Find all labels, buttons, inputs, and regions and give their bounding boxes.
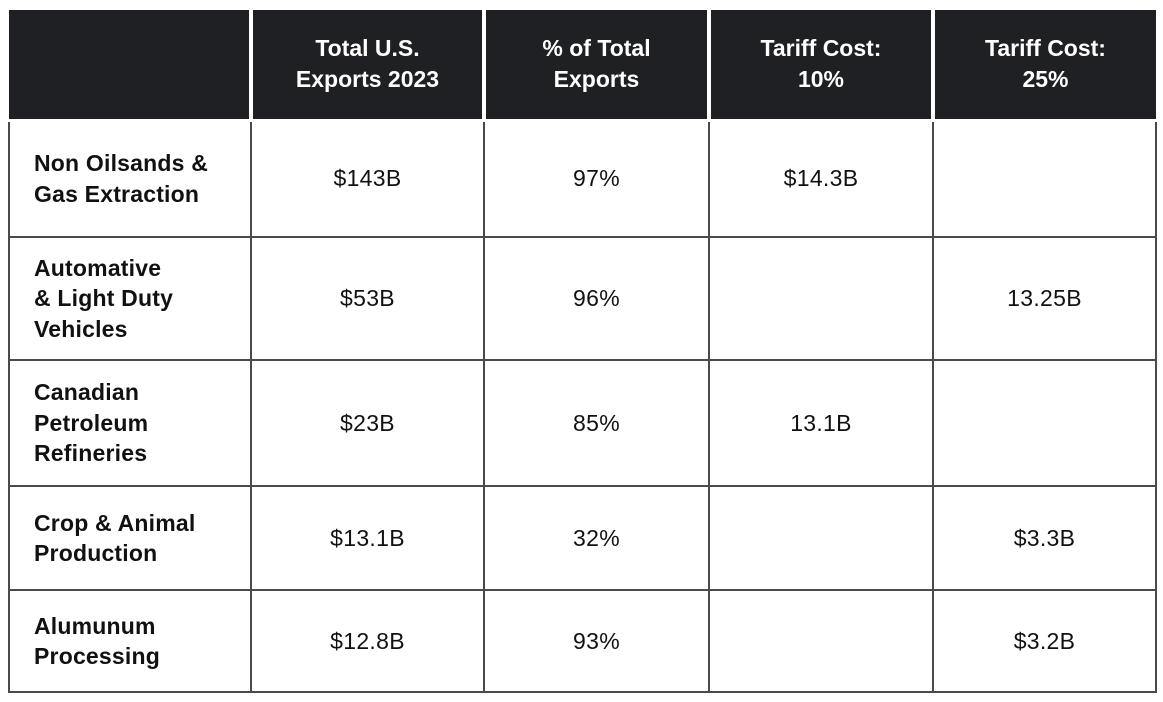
cell-value: 96% [483,236,710,361]
table-row: Non Oilsands & Gas Extraction $143B 97% … [8,119,1157,238]
cell-value: 32% [483,485,710,591]
column-header-category [9,10,251,122]
header-row: Total U.S. Exports 2023 % of Total Expor… [9,10,1156,122]
cell-value: 85% [483,359,710,487]
cell-value: 13.1B [708,359,934,487]
cell-value: 93% [483,589,710,693]
cell-value [708,485,934,591]
row-label-non-oilsands: Non Oilsands & Gas Extraction [8,119,252,238]
cell-value [932,359,1157,487]
cell-value: $3.2B [932,589,1157,693]
cell-value: 97% [483,119,710,238]
column-header-tariff-25: Tariff Cost: 25% [931,10,1156,122]
table-row: Alumunum Processing $12.8B 93% $3.2B [8,589,1157,693]
cell-value [708,236,934,361]
row-label-petroleum: Canadian Petroleum Refineries [8,359,252,487]
row-label-aluminum: Alumunum Processing [8,589,252,693]
row-label-crop-animal: Crop & Animal Production [8,485,252,591]
cell-value: 13.25B [932,236,1157,361]
cell-value [708,589,934,693]
cell-value: $143B [250,119,485,238]
row-label-automotive: Automative & Light Duty Vehicles [8,236,252,361]
cell-value: $14.3B [708,119,934,238]
tariff-table-container: Total U.S. Exports 2023 % of Total Expor… [8,10,1157,693]
tariff-cost-table: Total U.S. Exports 2023 % of Total Expor… [8,10,1157,693]
table-row: Crop & Animal Production $13.1B 32% $3.3… [8,485,1157,591]
column-header-pct-exports: % of Total Exports [482,10,709,122]
cell-value: $53B [250,236,485,361]
table-row: Automative & Light Duty Vehicles $53B 96… [8,236,1157,361]
cell-value: $3.3B [932,485,1157,591]
cell-value [932,119,1157,238]
cell-value: $23B [250,359,485,487]
cell-value: $12.8B [250,589,485,693]
column-header-tariff-10: Tariff Cost: 10% [707,10,933,122]
table-row: Canadian Petroleum Refineries $23B 85% 1… [8,359,1157,487]
column-header-total-exports: Total U.S. Exports 2023 [249,10,484,122]
table-header: Total U.S. Exports 2023 % of Total Expor… [9,10,1156,122]
cell-value: $13.1B [250,485,485,591]
table-body: Non Oilsands & Gas Extraction $143B 97% … [8,119,1157,693]
